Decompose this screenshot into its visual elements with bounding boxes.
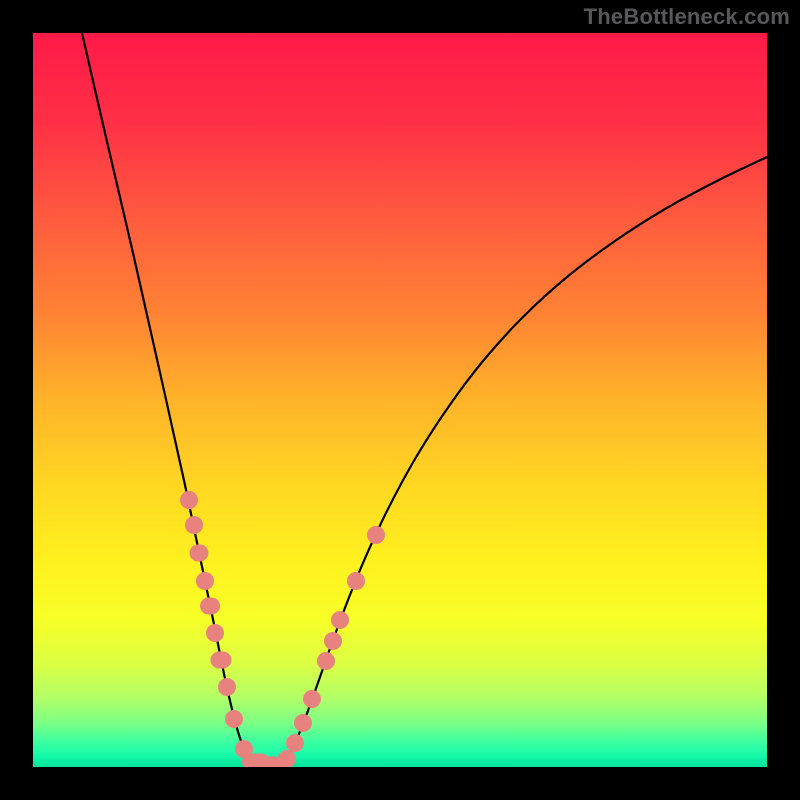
data-marker — [218, 678, 236, 696]
data-marker — [331, 611, 349, 629]
data-marker — [294, 714, 312, 732]
plot-area — [33, 33, 767, 767]
data-marker — [196, 572, 214, 590]
data-marker — [180, 491, 198, 509]
data-marker — [211, 652, 232, 669]
data-marker — [324, 632, 342, 650]
data-marker — [206, 624, 224, 642]
data-marker — [200, 598, 220, 615]
data-marker — [317, 652, 335, 670]
data-marker — [347, 572, 365, 590]
valley-curve — [33, 33, 767, 767]
data-marker — [303, 690, 321, 708]
data-marker — [286, 734, 304, 752]
data-marker — [225, 710, 243, 728]
chart-frame: TheBottleneck.com — [0, 0, 800, 800]
watermark-text: TheBottleneck.com — [584, 4, 790, 30]
data-marker — [185, 516, 203, 534]
data-marker — [278, 750, 296, 767]
data-marker — [190, 545, 209, 562]
data-marker — [367, 526, 385, 544]
